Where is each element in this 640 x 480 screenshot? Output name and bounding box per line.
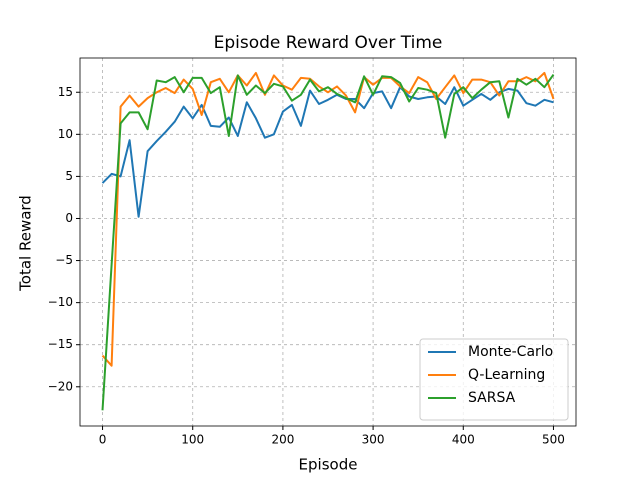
y-axis-label: Total Reward	[17, 195, 35, 292]
y-tick-label: 5	[65, 169, 73, 183]
x-tick-label: 500	[542, 433, 565, 447]
x-tick-label: 400	[452, 433, 475, 447]
line-series	[101, 74, 555, 411]
legend-label: Monte-Carlo	[468, 344, 553, 360]
y-tick-label: −10	[48, 295, 73, 309]
x-axis-label: Episode	[299, 456, 358, 474]
x-tick-label: 0	[99, 433, 107, 447]
x-tick-label: 100	[181, 433, 204, 447]
y-tick-label: −20	[48, 379, 73, 393]
chart-title: Episode Reward Over Time	[214, 33, 443, 53]
line-series	[101, 71, 555, 367]
y-tick-label: −5	[55, 253, 73, 267]
legend-label: Q-Learning	[468, 367, 545, 383]
y-tick-label: 15	[58, 85, 73, 99]
y-tick-label: −15	[48, 337, 73, 351]
line-series	[101, 86, 554, 218]
x-tick-label: 200	[271, 433, 294, 447]
y-tick-label: 0	[65, 211, 73, 225]
legend-box	[419, 338, 569, 421]
legend-label: SARSA	[468, 390, 516, 406]
y-tick-label: 10	[58, 127, 73, 141]
plot-frame	[79, 57, 577, 427]
x-tick-label: 300	[362, 433, 385, 447]
